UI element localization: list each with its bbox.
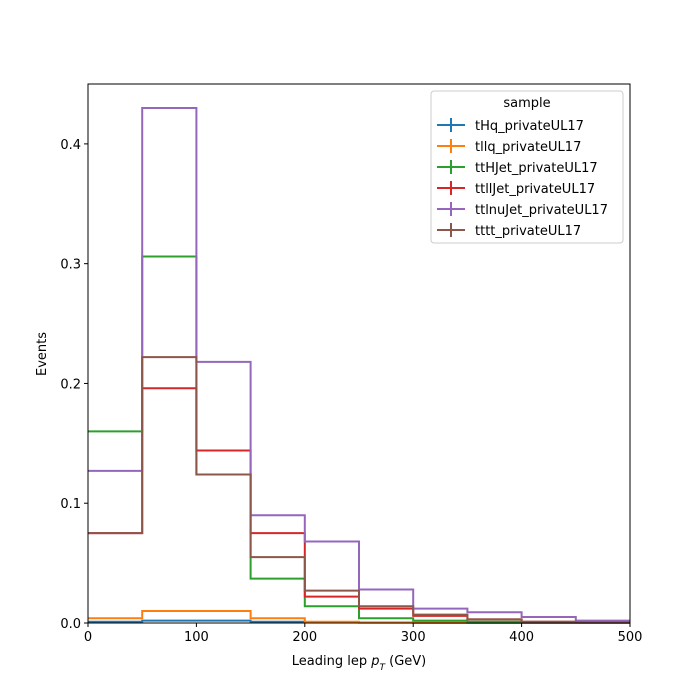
series-tttt_privateUL17 bbox=[88, 356, 630, 624]
legend-title: sample bbox=[503, 96, 550, 111]
legend-label: tHq_privateUL17 bbox=[475, 119, 584, 134]
legend-entry: ttllJet_privateUL17 bbox=[437, 181, 595, 197]
legend-entry: tHq_privateUL17 bbox=[437, 118, 584, 134]
legend: sample tHq_privateUL17 tllq_privateUL17tt… bbox=[430, 90, 624, 244]
series-step-line bbox=[88, 356, 630, 624]
y-axis-label: Events bbox=[35, 332, 50, 376]
x-tick-label: 0 bbox=[84, 630, 92, 645]
series-ttlnuJet_privateUL17 bbox=[88, 106, 630, 622]
legend-box bbox=[430, 90, 624, 244]
legend-label: ttHJet_privateUL17 bbox=[475, 161, 598, 176]
legend-label: tllq_privateUL17 bbox=[475, 140, 581, 155]
legend-label: tttt_privateUL17 bbox=[475, 224, 581, 239]
x-axis-ticks: 0 100 200 300 400 500 bbox=[84, 623, 643, 645]
y-tick-label: 0.0 bbox=[60, 617, 81, 632]
plot-frame bbox=[87, 83, 631, 624]
x-tick-label: 400 bbox=[509, 630, 534, 645]
legend-entries: tHq_privateUL17 tllq_privateUL17 ttHJet_pr… bbox=[437, 118, 608, 239]
series-layer bbox=[88, 106, 630, 624]
x-tick-label: 300 bbox=[401, 630, 426, 645]
y-tick-label: 0.2 bbox=[60, 377, 81, 392]
x-axis-label: Leading lep pT (GeV) bbox=[292, 654, 426, 673]
series-step-line bbox=[88, 106, 630, 622]
legend-entry: ttlnuJet_privateUL17 bbox=[437, 202, 608, 218]
x-tick-label: 200 bbox=[292, 630, 317, 645]
y-axis-ticks: 0.0 0.1 0.2 0.3 0.4 bbox=[60, 138, 88, 632]
y-tick-label: 0.3 bbox=[60, 258, 81, 273]
y-tick-label: 0.4 bbox=[60, 138, 81, 153]
legend-label: ttllJet_privateUL17 bbox=[475, 182, 595, 197]
legend-label: ttlnuJet_privateUL17 bbox=[475, 203, 608, 218]
legend-entry: tllq_privateUL17 bbox=[437, 139, 581, 155]
x-tick-label: 100 bbox=[184, 630, 209, 645]
legend-entry: tttt_privateUL17 bbox=[437, 223, 581, 239]
y-tick-label: 0.1 bbox=[60, 497, 81, 512]
x-tick-label: 500 bbox=[618, 630, 643, 645]
legend-entry: ttHJet_privateUL17 bbox=[437, 160, 598, 176]
